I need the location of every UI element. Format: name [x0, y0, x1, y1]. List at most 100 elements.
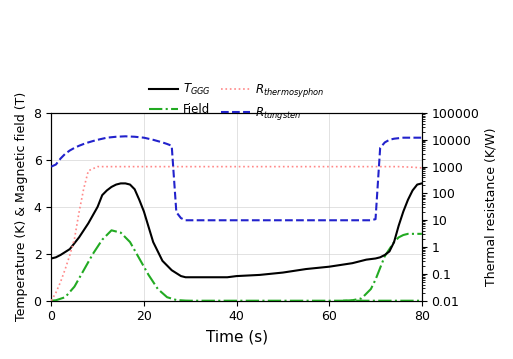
$T_{GGG}$ [303, 267, 309, 271]
$R_{tungsten}$ [405, 136, 411, 140]
$T_{GGG}$ [372, 256, 379, 261]
$R_{thermosyphon}$ [382, 164, 388, 169]
$T_{GGG}$ [94, 205, 101, 209]
Line: $R_{thermosyphon}$: $R_{thermosyphon}$ [51, 167, 422, 301]
$R_{tungsten}$ [141, 136, 147, 140]
$T_{GGG}$ [113, 182, 119, 187]
Field [108, 228, 114, 233]
$T_{GGG}$ [183, 275, 189, 279]
$R_{thermosyphon}$ [349, 164, 356, 169]
$R_{thermosyphon}$ [76, 210, 82, 214]
$R_{thermosyphon}$ [178, 164, 184, 169]
$T_{GGG}$ [57, 253, 64, 257]
$R_{tungsten}$ [53, 162, 59, 167]
Field [48, 299, 54, 303]
$R_{tungsten}$ [349, 218, 356, 223]
Line: $T_{GGG}$: $T_{GGG}$ [51, 183, 422, 277]
$R_{thermosyphon}$ [104, 164, 110, 169]
$T_{GGG}$ [391, 240, 397, 244]
$T_{GGG}$ [108, 185, 114, 189]
$T_{GGG}$ [104, 188, 110, 192]
$R_{tungsten}$ [67, 148, 73, 153]
$R_{thermosyphon}$ [67, 253, 73, 257]
$T_{GGG}$ [280, 270, 286, 275]
$T_{GGG}$ [196, 275, 203, 279]
Y-axis label: Temperature (K) & Magnetic field (T): Temperature (K) & Magnetic field (T) [15, 92, 28, 321]
$R_{tungsten}$ [85, 140, 91, 145]
$R_{tungsten}$ [48, 164, 54, 169]
$R_{tungsten}$ [187, 218, 193, 223]
$R_{tungsten}$ [382, 140, 388, 145]
$R_{thermosyphon}$ [85, 169, 91, 173]
$R_{thermosyphon}$ [53, 290, 59, 295]
$T_{GGG}$ [326, 265, 332, 269]
$R_{thermosyphon}$ [48, 299, 54, 303]
Field [99, 238, 105, 242]
Field [81, 268, 87, 272]
$R_{tungsten}$ [81, 142, 87, 146]
$T_{GGG}$ [233, 274, 240, 278]
Legend: $T_{GGG}$, Field, $R_{thermosyphon}$, $R_{tungsten}$: $T_{GGG}$, Field, $R_{thermosyphon}$, $R… [144, 78, 329, 127]
$R_{tungsten}$ [280, 218, 286, 223]
$T_{GGG}$ [122, 181, 128, 186]
$R_{thermosyphon}$ [122, 164, 128, 169]
$R_{thermosyphon}$ [94, 164, 101, 169]
Y-axis label: Thermal resistance (K/W): Thermal resistance (K/W) [485, 127, 498, 286]
$R_{tungsten}$ [122, 134, 128, 139]
$T_{GGG}$ [178, 274, 184, 278]
Field [155, 287, 161, 291]
Field [183, 298, 189, 303]
$T_{GGG}$ [76, 235, 82, 239]
$T_{GGG}$ [131, 187, 137, 191]
$T_{GGG}$ [67, 247, 73, 251]
$R_{tungsten}$ [368, 218, 374, 223]
$R_{tungsten}$ [160, 140, 166, 145]
$T_{GGG}$ [414, 182, 420, 187]
$R_{tungsten}$ [414, 136, 420, 140]
Field [53, 298, 59, 302]
Field [136, 256, 143, 261]
$R_{thermosyphon}$ [326, 164, 332, 169]
$R_{tungsten}$ [90, 139, 96, 143]
$R_{tungsten}$ [183, 218, 189, 223]
$R_{tungsten}$ [386, 137, 392, 142]
$R_{tungsten}$ [196, 218, 203, 223]
$R_{thermosyphon}$ [280, 164, 286, 169]
$T_{GGG}$ [210, 275, 216, 279]
$T_{GGG}$ [136, 198, 143, 202]
$R_{tungsten}$ [150, 137, 156, 142]
$T_{GGG}$ [117, 181, 124, 186]
$R_{tungsten}$ [372, 217, 379, 221]
$T_{GGG}$ [141, 209, 147, 214]
$R_{tungsten}$ [71, 146, 77, 150]
$R_{thermosyphon}$ [141, 164, 147, 169]
Field [71, 284, 77, 289]
$R_{thermosyphon}$ [210, 164, 216, 169]
$R_{thermosyphon}$ [71, 237, 77, 241]
$T_{GGG}$ [224, 275, 230, 279]
$R_{thermosyphon}$ [187, 164, 193, 169]
$R_{tungsten}$ [104, 136, 110, 140]
$R_{thermosyphon}$ [62, 267, 68, 271]
$T_{GGG}$ [419, 181, 425, 186]
$R_{tungsten}$ [192, 218, 198, 223]
$R_{tungsten}$ [76, 144, 82, 148]
Field [146, 273, 152, 277]
$R_{tungsten}$ [178, 216, 184, 220]
$T_{GGG}$ [187, 275, 193, 279]
$T_{GGG}$ [85, 221, 91, 225]
$R_{thermosyphon}$ [164, 164, 170, 169]
$R_{tungsten}$ [131, 135, 137, 139]
$T_{GGG}$ [377, 255, 383, 260]
$R_{tungsten}$ [363, 218, 369, 223]
Line: Field: Field [51, 230, 422, 301]
$R_{tungsten}$ [210, 218, 216, 223]
$R_{tungsten}$ [396, 136, 402, 140]
$T_{GGG}$ [256, 273, 263, 277]
$R_{tungsten}$ [400, 136, 406, 140]
X-axis label: Time (s): Time (s) [206, 329, 268, 344]
$T_{GGG}$ [169, 268, 175, 272]
$R_{thermosyphon}$ [409, 165, 416, 169]
$R_{tungsten}$ [169, 144, 175, 148]
Line: $R_{tungsten}$: $R_{tungsten}$ [51, 136, 422, 220]
